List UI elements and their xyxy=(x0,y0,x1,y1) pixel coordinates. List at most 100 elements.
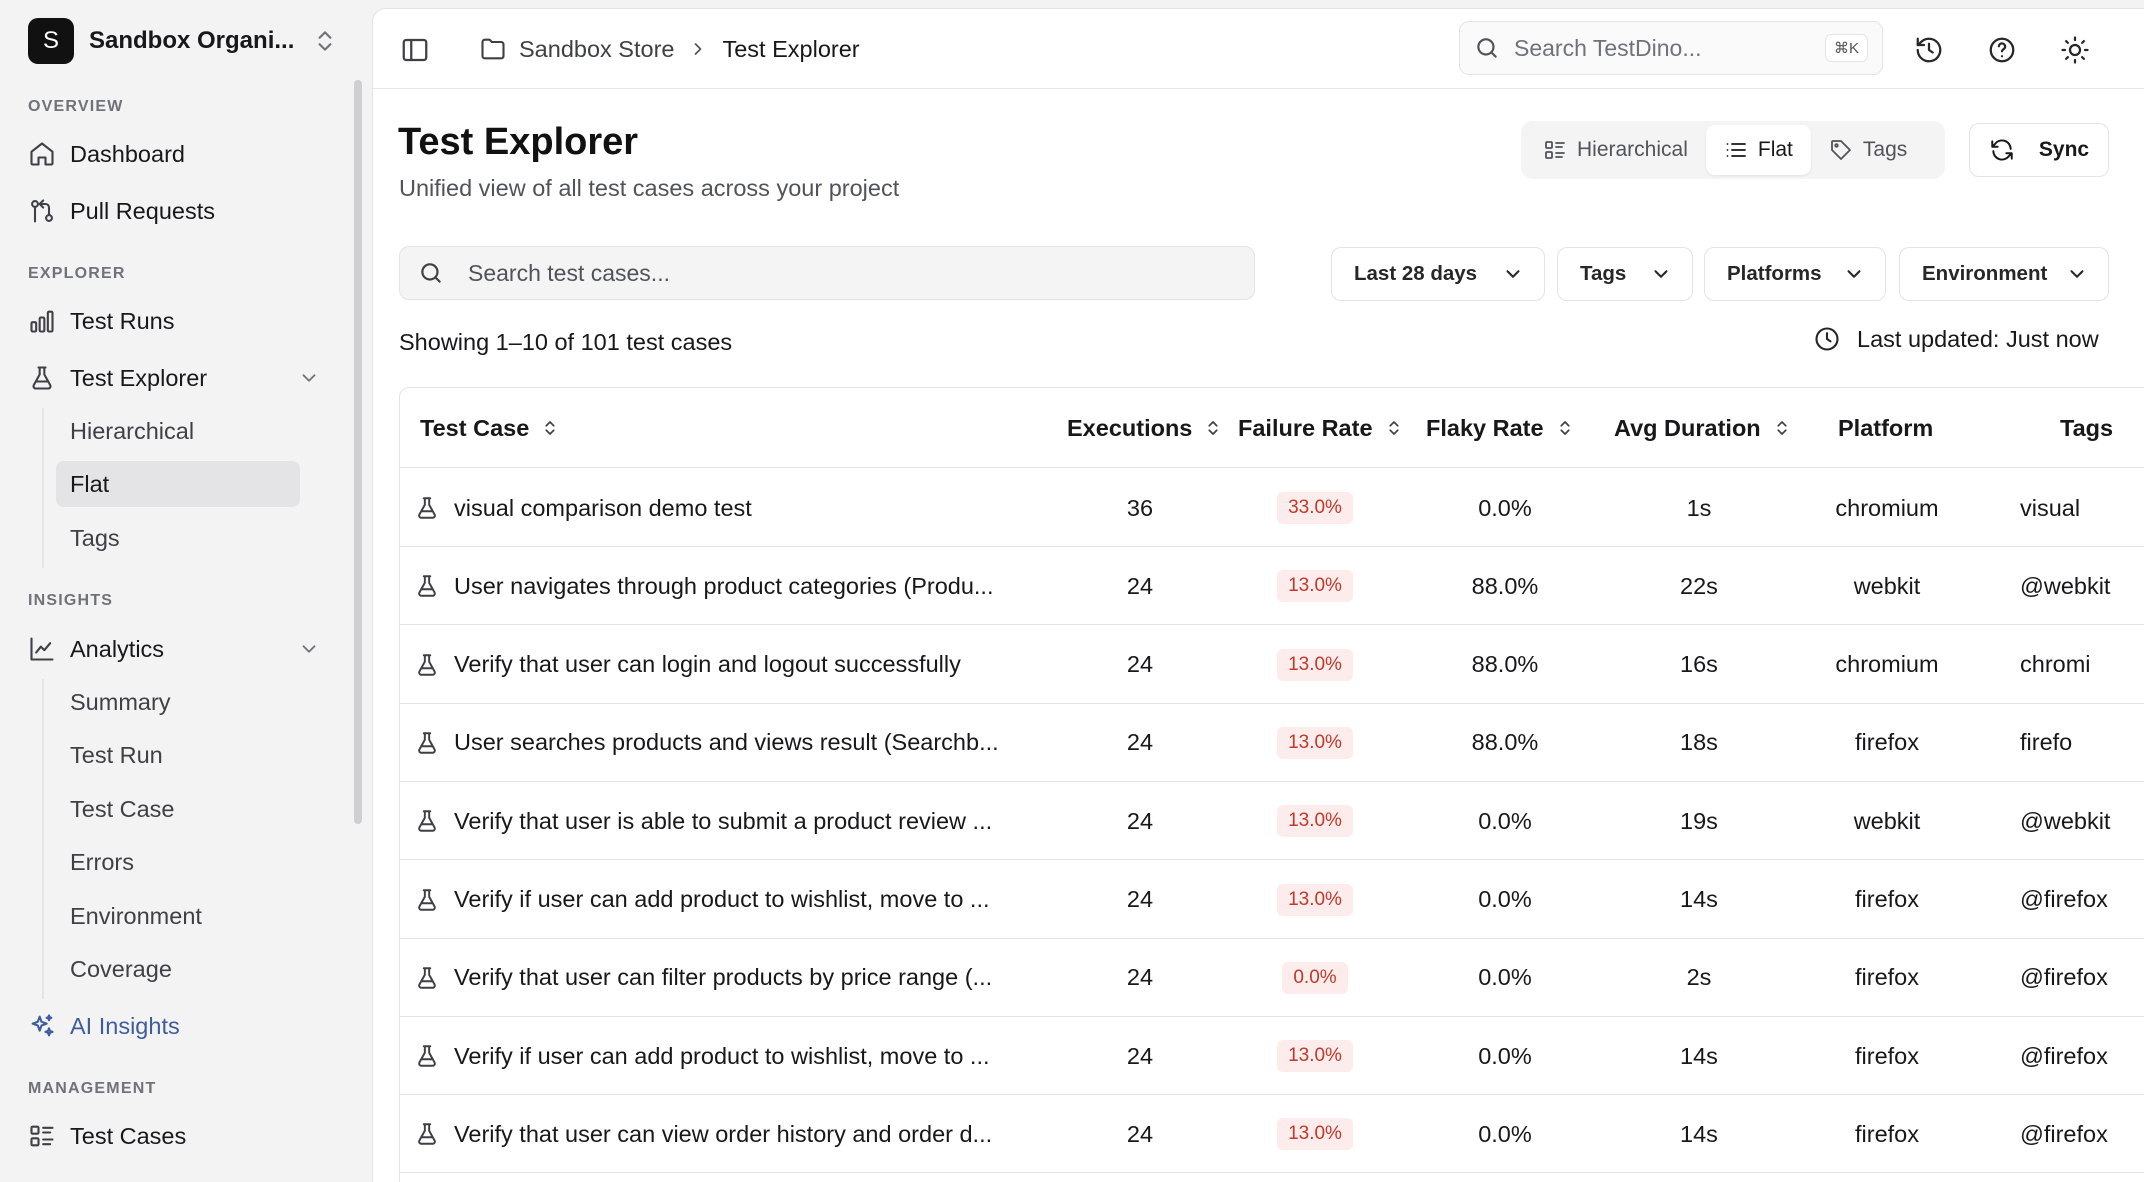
cell-test-case[interactable]: visual comparison demo test xyxy=(414,469,1014,547)
cell-avg-duration: 22s xyxy=(1680,572,1718,599)
column-header-label: Avg Duration xyxy=(1614,414,1761,441)
cell-avg-duration: 14s xyxy=(1680,1120,1718,1147)
sidebar-item-summary[interactable]: Summary xyxy=(70,688,171,715)
table-row[interactable]: Verify that user can view order history … xyxy=(400,1095,2144,1174)
test-case-name: Verify that user can filter products by … xyxy=(454,964,993,991)
test-case-search-input[interactable] xyxy=(468,259,1236,287)
sidebar-item-label: Test Cases xyxy=(70,1122,187,1149)
cell-test-case[interactable]: User navigates through product categorie… xyxy=(414,547,1014,625)
history-icon[interactable] xyxy=(1914,35,1944,65)
sidebar-item-test-explorer[interactable]: Test Explorer xyxy=(28,355,328,401)
cell-tags: visual xyxy=(2020,494,2081,521)
cell-avg-duration: 14s xyxy=(1680,886,1718,912)
column-header-label: Failure Rate xyxy=(1238,414,1373,441)
table-row[interactable]: Verify if user can add product to wishli… xyxy=(400,1017,2144,1096)
test-case-search[interactable] xyxy=(399,246,1255,300)
view-tags-button[interactable]: Tags xyxy=(1811,125,1925,175)
cell-test-case[interactable]: Verify that user can view order history … xyxy=(414,1095,1014,1173)
table-row[interactable]: Verify that user is able to submit a pro… xyxy=(400,782,2144,861)
test-case-name: Verify that user is able to submit a pro… xyxy=(454,807,993,834)
table-row[interactable]: User searches products and views result … xyxy=(400,704,2144,782)
help-circle-icon[interactable] xyxy=(1987,35,2017,65)
search-icon xyxy=(421,263,441,283)
sidebar-toggle-icon[interactable] xyxy=(400,35,430,65)
sidebar-item-hierarchical[interactable]: Hierarchical xyxy=(70,417,195,444)
table-row[interactable]: Verify that user can filter products by … xyxy=(400,939,2144,1017)
date-range-filter[interactable]: Last 28 days xyxy=(1331,247,1545,301)
table-row[interactable]: visual comparison demo test 36 33.0% 0.0% 1s… xyxy=(400,469,2144,547)
sidebar-item-errors[interactable]: Errors xyxy=(70,848,134,875)
sort-icon xyxy=(1777,421,1787,435)
sidebar-item-ai-insights[interactable]: AI Insights xyxy=(28,1003,180,1049)
cell-test-case[interactable]: Verify that user can filter products by … xyxy=(414,939,1014,1017)
global-search-input[interactable] xyxy=(1514,34,1825,62)
test-case-name: Verify if user can add product to wishli… xyxy=(454,886,990,912)
column-header-avg-duration[interactable]: Avg Duration xyxy=(1614,388,1791,468)
cell-platform: firefox xyxy=(1855,1042,1919,1069)
view-mode-toggle: Hierarchical Flat Tags xyxy=(1521,121,1945,179)
table-header: Test Case Executions Failure Rate Flaky … xyxy=(400,388,2144,468)
cell-avg-duration: 18s xyxy=(1680,729,1718,756)
cell-test-case[interactable]: Verify that user can login and logout su… xyxy=(414,626,1014,704)
sidebar-item-flat[interactable]: Flat xyxy=(56,461,300,507)
test-case-name: Verify that user can login and logout su… xyxy=(454,651,961,678)
cell-platform: firefox xyxy=(1855,886,1919,912)
filter-label: Platforms xyxy=(1727,262,1822,285)
sidebar-item-tags[interactable]: Tags xyxy=(70,524,120,551)
sidebar-scrollbar[interactable] xyxy=(354,80,362,824)
flask-icon xyxy=(418,1123,436,1146)
sync-button[interactable]: Sync xyxy=(1969,123,2109,177)
sidebar-item-test-case[interactable]: Test Case xyxy=(70,795,175,822)
sidebar-item-analytics[interactable]: Analytics xyxy=(28,626,328,672)
cell-test-case[interactable]: User searches products and views result … xyxy=(414,704,1014,782)
tags-filter[interactable]: Tags xyxy=(1557,247,1693,301)
environment-filter[interactable]: Environment xyxy=(1899,247,2109,301)
global-search[interactable]: ⌘K xyxy=(1459,21,1883,75)
cell-tags: @webkit xyxy=(2020,807,2111,834)
sidebar-item-environment[interactable]: Environment xyxy=(70,902,202,929)
view-flat-button[interactable]: Flat xyxy=(1705,125,1811,175)
chevron-down-icon[interactable] xyxy=(298,638,320,660)
cell-test-case[interactable]: Verify that user is able to submit a pro… xyxy=(414,782,1014,860)
line-chart-icon xyxy=(30,637,54,661)
view-hierarchical-button[interactable]: Hierarchical xyxy=(1525,125,1706,175)
column-header-executions[interactable]: Executions xyxy=(1067,388,1222,468)
table-row[interactable]: Verify that user can login and logout su… xyxy=(400,626,2144,704)
sidebar-item-test-run[interactable]: Test Run xyxy=(70,741,163,768)
page-title: Test Explorer xyxy=(398,121,639,163)
cell-flaky-rate: 88.0% xyxy=(1471,651,1539,678)
column-header-test-case[interactable]: Test Case xyxy=(420,388,559,468)
sidebar-item-pull-requests[interactable]: Pull Requests xyxy=(28,188,215,234)
test-case-name: Verify that user can view order history … xyxy=(454,1120,993,1147)
flask-icon xyxy=(418,967,436,989)
sidebar-item-label: Test Explorer xyxy=(70,364,208,391)
chevron-down-icon[interactable] xyxy=(298,367,320,389)
cell-tags: @firefox xyxy=(2020,964,2108,991)
cell-avg-duration: 19s xyxy=(1680,807,1718,834)
sidebar-item-label: AI Insights xyxy=(70,1012,180,1039)
breadcrumb-project[interactable]: Sandbox Store xyxy=(519,35,675,62)
sidebar-item-test-cases[interactable]: Test Cases xyxy=(28,1113,186,1159)
sun-icon[interactable] xyxy=(2060,35,2090,65)
explorer-subnav-line xyxy=(42,408,44,568)
sidebar-item-dashboard[interactable]: Dashboard xyxy=(28,131,185,177)
section-label-insights: INSIGHTS xyxy=(28,592,114,609)
column-header-tags: Tags xyxy=(2060,414,2114,441)
cell-test-case[interactable]: Verify if user can add product to wishli… xyxy=(414,1017,1014,1095)
column-header-failure-rate[interactable]: Failure Rate xyxy=(1238,388,1403,468)
column-header-flaky-rate[interactable]: Flaky Rate xyxy=(1426,388,1574,468)
table-row[interactable]: Verify if user can add product to wishli… xyxy=(400,861,2144,939)
sidebar-item-label: Pull Requests xyxy=(70,197,215,224)
folder-icon xyxy=(481,38,505,60)
platforms-filter[interactable]: Platforms xyxy=(1704,247,1886,301)
flask-icon xyxy=(418,888,436,911)
sidebar-item-coverage[interactable]: Coverage xyxy=(70,955,172,982)
table-row[interactable]: User navigates through product categorie… xyxy=(400,547,2144,626)
failure-rate-badge: 33.0% xyxy=(1277,492,1353,524)
sidebar-item-test-runs[interactable]: Test Runs xyxy=(28,298,175,344)
cell-flaky-rate: 0.0% xyxy=(1478,1042,1532,1069)
view-option-label: Hierarchical xyxy=(1577,138,1688,161)
cell-test-case[interactable]: Verify if user can add product to wishli… xyxy=(414,861,1014,939)
org-switcher[interactable]: S Sandbox Organi... xyxy=(28,18,338,64)
search-icon xyxy=(1477,38,1497,58)
